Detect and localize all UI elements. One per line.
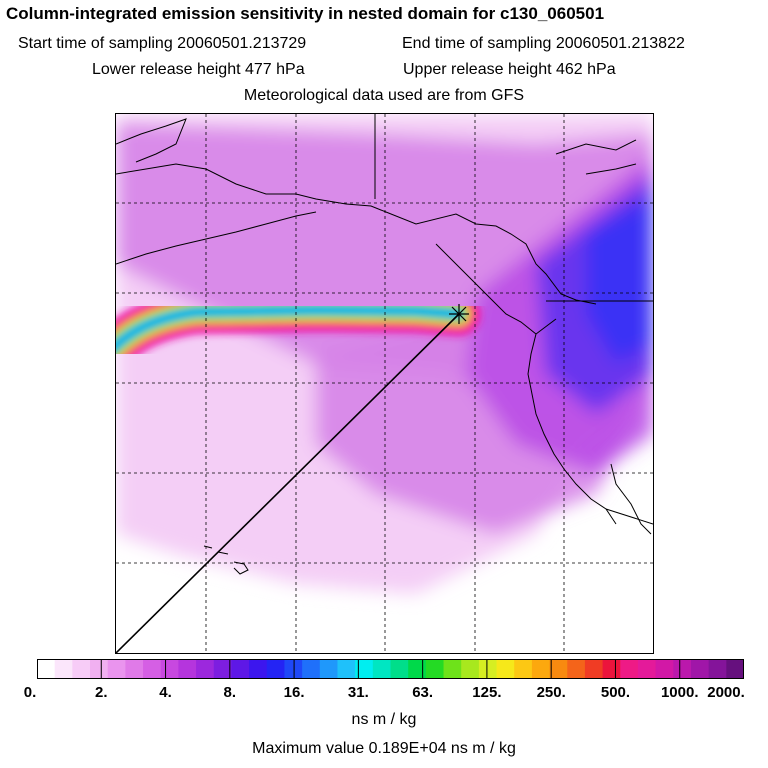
hawaii-islands xyxy=(203,545,249,575)
color-legend-swatch xyxy=(213,659,232,679)
diagonal-trajectory-line xyxy=(116,313,460,653)
color-legend-tick-label: 500. xyxy=(600,684,631,701)
color-legend-swatch xyxy=(531,659,551,679)
color-legend-swatch xyxy=(319,659,338,679)
color-legend-swatch xyxy=(549,659,568,679)
color-legend-swatch xyxy=(337,659,356,679)
met-data-source: Meteorological data used are from GFS xyxy=(243,87,525,104)
color-legend-swatch xyxy=(690,659,710,679)
color-legend-swatch xyxy=(125,659,144,679)
color-legend-swatch xyxy=(178,659,197,679)
color-legend-swatch xyxy=(231,659,250,679)
color-legend-swatch xyxy=(655,659,674,679)
coastline-west-us xyxy=(527,333,617,525)
color-legend-swatch xyxy=(461,659,480,679)
color-legend-tick-label: 63. xyxy=(412,684,434,701)
color-legend-tick-label: 4. xyxy=(159,684,172,701)
color-legend-tick-label: 1000. xyxy=(660,684,699,701)
plume-stripe-blue xyxy=(116,307,461,349)
color-legend-tick-label: 31. xyxy=(347,684,369,701)
coastline-bc xyxy=(435,243,557,335)
color-legend-swatch xyxy=(567,659,586,679)
color-legend-tick-label: 2000. xyxy=(707,684,745,701)
color-legend-swatch xyxy=(390,659,409,679)
color-legend-swatch xyxy=(54,659,73,679)
color-legend-swatch xyxy=(90,659,109,679)
color-legend-swatch xyxy=(708,659,727,679)
color-legend-swatch xyxy=(72,659,91,679)
color-legend-tick-label: 2. xyxy=(95,684,108,701)
color-legend-swatch xyxy=(726,659,745,679)
sensitivity-field xyxy=(116,114,653,594)
sensitivity-region-deep xyxy=(586,194,653,364)
color-legend-swatch xyxy=(266,659,285,679)
color-legend-swatch xyxy=(355,659,374,679)
color-legend-frame xyxy=(37,659,744,679)
color-legend-swatch xyxy=(196,659,215,679)
color-legend-swatch xyxy=(602,659,621,679)
maximum-value: Maximum value 0.189E+04 ns m / kg xyxy=(252,740,516,757)
color-legend-tick-label: 8. xyxy=(223,684,237,701)
sampling-end: End time of sampling 20060501.213822 xyxy=(402,35,685,52)
color-legend-swatch xyxy=(107,659,126,679)
color-legend-swatch xyxy=(372,659,391,679)
coastline-northeast xyxy=(555,139,637,175)
coastline-alaska xyxy=(116,163,597,305)
color-legend-tick-label: 125. xyxy=(472,684,502,701)
coastline-aleutians xyxy=(116,211,317,265)
color-legend-swatch xyxy=(160,659,179,679)
color-legend-swatch xyxy=(478,659,498,679)
coastlines xyxy=(116,114,653,575)
plot-title: Column-integrated emission sensitivity i… xyxy=(6,4,605,23)
color-legend-tick-label: 0. xyxy=(23,684,37,701)
color-legend-swatch xyxy=(249,659,268,679)
color-legend-bar xyxy=(36,659,745,679)
color-legend-swatch xyxy=(143,659,162,679)
color-legend-swatch xyxy=(443,659,462,679)
emission-sensitivity-map xyxy=(115,113,654,654)
color-legend-swatch xyxy=(408,659,427,679)
color-legend-swatch xyxy=(302,659,321,679)
color-legend-swatch xyxy=(284,659,303,679)
border-us-mexico xyxy=(605,508,653,525)
plume-band xyxy=(116,287,481,372)
color-legend-swatch xyxy=(620,659,639,679)
color-legend-swatch xyxy=(496,659,515,679)
color-legend-tick-label: 16. xyxy=(283,684,305,701)
color-legend-swatch xyxy=(514,659,533,679)
color-legend-swatch xyxy=(673,659,692,679)
color-legend-tick-label: 250. xyxy=(536,684,566,701)
lower-release-height: Lower release height 477 hPa xyxy=(92,61,305,78)
release-point-star xyxy=(449,304,469,324)
coastline-baja xyxy=(610,463,652,535)
color-legend-swatch xyxy=(584,659,604,679)
upper-release-height: Upper release height 462 hPa xyxy=(403,61,616,78)
coastline-alaska-west xyxy=(116,118,187,163)
color-legend-units: ns m / kg xyxy=(351,711,417,728)
color-legend-swatch xyxy=(637,659,657,679)
color-legend-swatch xyxy=(37,659,56,679)
sampling-start: Start time of sampling 20060501.213729 xyxy=(18,35,307,52)
color-legend-swatch xyxy=(425,659,445,679)
